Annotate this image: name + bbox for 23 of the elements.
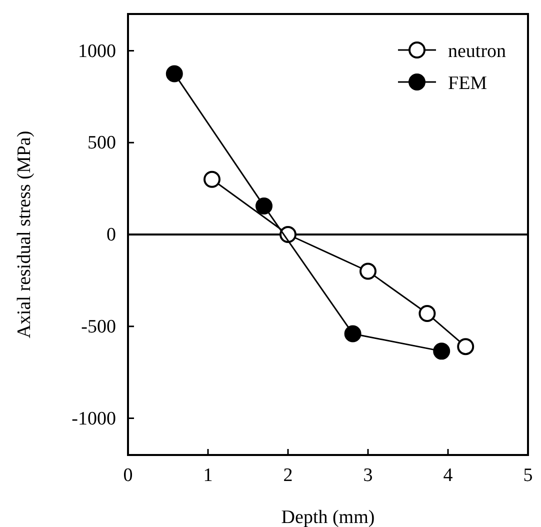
y-tick-label: 500	[88, 132, 116, 154]
x-tick-label: 1	[203, 465, 213, 486]
legend-label: FEM	[448, 73, 488, 94]
point	[418, 305, 436, 322]
x-tick-label: 5	[523, 465, 533, 486]
y-axis-title: Axial residual stress (MPa)	[14, 130, 35, 338]
point	[166, 65, 183, 82]
x-tick-label: 0	[123, 465, 133, 486]
x-tick-label: 2	[283, 465, 293, 486]
y-tick-label: 1000	[78, 40, 116, 62]
point	[457, 338, 474, 356]
point	[256, 198, 272, 215]
y-tick-label: 0	[106, 224, 116, 246]
y-tick-label: -1000	[72, 408, 116, 430]
y-tick-label: -500	[81, 316, 116, 338]
point	[433, 342, 450, 360]
x-tick-label: 3	[363, 465, 373, 486]
legend-label: neutron	[448, 41, 507, 62]
point	[204, 170, 220, 188]
x-axis-title: Depth (mm)	[281, 507, 375, 527]
x-tick-label: 4	[443, 465, 454, 486]
point	[344, 325, 362, 342]
point	[360, 262, 376, 280]
